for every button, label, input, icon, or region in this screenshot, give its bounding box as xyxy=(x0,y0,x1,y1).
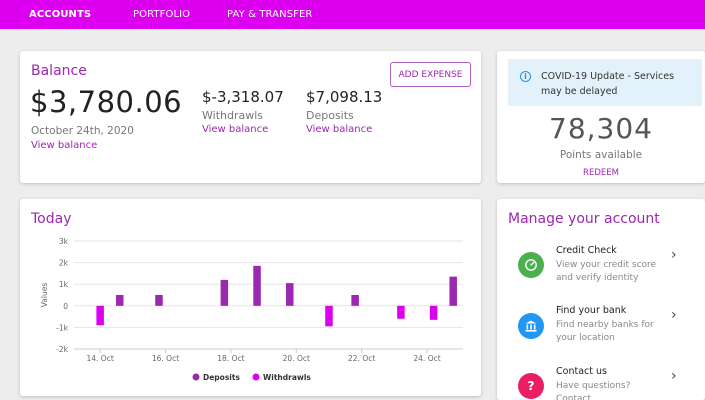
bank-icon xyxy=(518,313,544,339)
balance-card: Balance $3,780.06 October 24th, 2020 Vie… xyxy=(20,51,481,183)
covid-notice-text: COVID-19 Update - Services may be delaye… xyxy=(541,71,675,97)
legend-marker xyxy=(192,373,200,381)
x-tick-label: 24. Oct xyxy=(413,354,440,363)
find-bank-item[interactable]: Find your bank Find nearby banks for you… xyxy=(497,298,705,358)
credit-check-item[interactable]: Credit Check View your credit score and … xyxy=(497,239,705,299)
contact-us-title: Contact us xyxy=(556,366,607,377)
x-tick-label: 22. Oct xyxy=(348,354,375,363)
y-tick-label: 1k xyxy=(59,280,69,289)
bar-deposits xyxy=(116,295,124,306)
x-tick-label: 20. Oct xyxy=(283,354,310,363)
speedometer-icon xyxy=(518,252,544,278)
chevron-right-icon: › xyxy=(671,368,677,384)
manage-account-card: Manage your account Credit Check View yo… xyxy=(497,199,705,400)
legend-label: Withdrawls xyxy=(263,373,311,382)
bar-deposits xyxy=(253,265,261,306)
points-value: 78,304 xyxy=(549,112,653,145)
nav-portfolio[interactable]: PORTFOLIO xyxy=(133,9,191,20)
legend-marker xyxy=(252,373,260,381)
bar-deposits xyxy=(220,279,229,306)
y-tick-label: -2k xyxy=(56,345,68,354)
find-bank-desc: Find nearby banks for your location xyxy=(556,320,654,343)
y-tick-label: 0 xyxy=(63,302,68,311)
today-chart: 3k 2k 1k 0 -1k -2k Values 14. Oct 16. Oct 18. Oct… xyxy=(40,237,463,382)
manage-title: Manage your account xyxy=(508,211,660,227)
balance-date: October 24th, 2020 xyxy=(31,125,134,137)
info-icon: i xyxy=(520,71,531,82)
deposits-amount: $7,098.13 xyxy=(306,88,383,106)
y-axis-label: Values xyxy=(40,283,49,308)
bar-deposits xyxy=(155,295,163,306)
nav-accounts[interactable]: ACCOUNTS xyxy=(29,9,92,20)
bar-deposits xyxy=(351,295,359,306)
points-label: Points available xyxy=(559,149,643,161)
chevron-right-icon: › xyxy=(671,247,677,263)
bar-deposits xyxy=(449,276,457,306)
nav-pay-transfer[interactable]: PAY & TRANSFER xyxy=(227,9,313,20)
credit-check-title: Credit Check xyxy=(556,245,617,256)
bar-withdrawls xyxy=(397,305,405,319)
balance-amount: $3,780.06 xyxy=(30,85,183,119)
today-card: Today 3k 2k 1k 0 -1k -2k Values 14. Oct 16. Oct 1… xyxy=(20,199,481,396)
redeem-link[interactable]: REDEEM xyxy=(583,168,619,178)
contact-us-desc: Have questions? Contact xyxy=(556,381,631,400)
covid-notice: i COVID-19 Update - Services may be dela… xyxy=(508,59,702,106)
bar-withdrawls xyxy=(429,305,438,320)
view-balance-link[interactable]: View balance xyxy=(31,140,98,151)
x-tick-label: 14. Oct xyxy=(87,354,114,363)
deposits-view-balance-link[interactable]: View balance xyxy=(306,124,373,135)
bar-withdrawls xyxy=(325,305,333,327)
find-bank-title: Find your bank xyxy=(556,305,627,316)
deposits-label: Deposits xyxy=(306,109,354,122)
withdrawls-view-balance-link[interactable]: View balance xyxy=(202,124,269,135)
credit-check-desc: View your credit score and verify identi… xyxy=(556,260,657,283)
points-card: i COVID-19 Update - Services may be dela… xyxy=(497,51,705,183)
x-tick-label: 16. Oct xyxy=(152,354,179,363)
question-icon: ? xyxy=(518,373,544,399)
bar-deposits xyxy=(285,283,294,306)
y-tick-label: 3k xyxy=(59,237,69,246)
add-expense-button[interactable]: ADD EXPENSE xyxy=(390,62,471,87)
contact-us-item[interactable]: ? Contact us Have questions? Contact › xyxy=(497,359,705,400)
today-title: Today xyxy=(31,211,72,227)
chevron-right-icon: › xyxy=(671,307,677,323)
y-tick-label: 2k xyxy=(59,259,69,268)
withdrawls-amount: $-3,318.07 xyxy=(202,88,284,106)
y-tick-label: -1k xyxy=(56,323,68,332)
bar-withdrawls xyxy=(96,305,104,326)
x-tick-label: 18. Oct xyxy=(217,354,244,363)
balance-title: Balance xyxy=(31,63,87,79)
withdrawls-label: Withdrawls xyxy=(202,109,264,122)
legend-label: Deposits xyxy=(203,373,240,382)
top-navigation: ACCOUNTS PORTFOLIO PAY & TRANSFER xyxy=(0,0,705,29)
